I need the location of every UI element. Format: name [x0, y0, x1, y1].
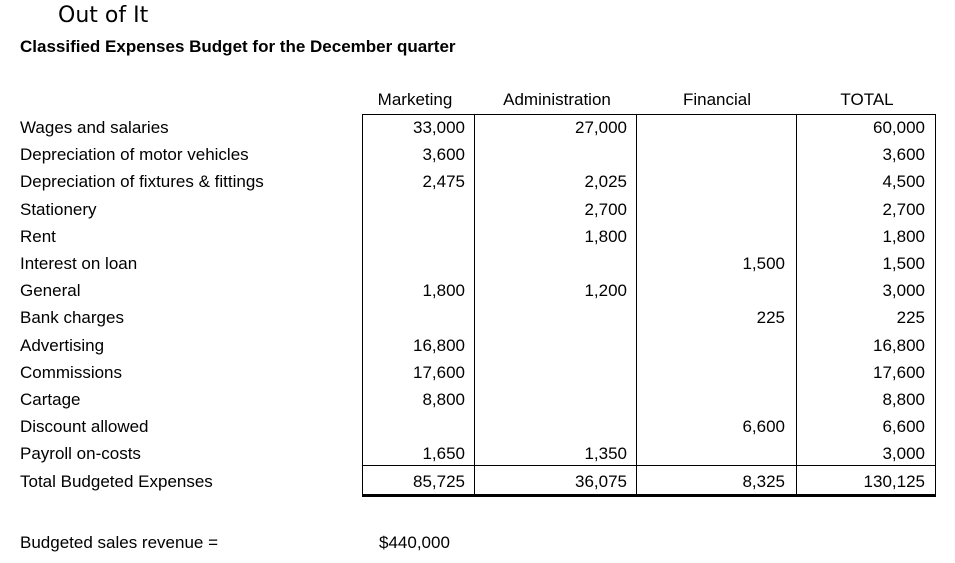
row-label: Rent — [20, 227, 56, 246]
row-value-total: 3,000 — [882, 444, 925, 463]
row-value-marketing: 3,600 — [422, 145, 465, 164]
totals-marketing: 85,725 — [413, 472, 465, 491]
row-label: Payroll on-costs — [20, 444, 141, 463]
column-box-marketing — [362, 114, 475, 496]
row-value-total: 2,700 — [882, 200, 925, 219]
row-value-total: 4,500 — [882, 172, 925, 191]
row-label: General — [20, 281, 81, 300]
row-label: Depreciation of motor vehicles — [20, 145, 249, 164]
row-value-total: 3,000 — [882, 281, 925, 300]
row-value-total: 60,000 — [873, 118, 925, 137]
row-value-total: 225 — [896, 308, 925, 327]
row-value-marketing: 16,800 — [413, 336, 465, 355]
column-header-administration: Administration — [503, 90, 611, 109]
row-label: Commissions — [20, 363, 123, 382]
row-value-financial: 1,500 — [742, 254, 785, 273]
row-value-total: 16,800 — [873, 336, 925, 355]
row-value-total: 17,600 — [873, 363, 925, 382]
row-value-marketing: 1,650 — [422, 444, 465, 463]
row-label: Advertising — [20, 336, 105, 355]
row-value-marketing: 2,475 — [422, 172, 465, 191]
row-label: Interest on loan — [20, 254, 138, 273]
row-value-administration: 2,025 — [584, 172, 627, 191]
row-value-total: 3,600 — [882, 145, 925, 164]
column-header-financial: Financial — [682, 90, 752, 109]
row-value-administration: 1,350 — [584, 444, 627, 463]
row-value-marketing: 1,800 — [422, 281, 465, 300]
revenue-label: Budgeted sales revenue = — [20, 533, 219, 552]
row-label: Depreciation of fixtures & fittings — [20, 172, 264, 191]
row-label: Bank charges — [20, 308, 124, 327]
totals-label: Total Budgeted Expenses — [20, 472, 213, 491]
row-value-administration: 2,700 — [584, 200, 627, 219]
row-label: Stationery — [20, 200, 97, 219]
row-value-total: 6,600 — [882, 417, 925, 436]
row-value-marketing: 17,600 — [413, 363, 465, 382]
column-box-administration — [475, 114, 637, 496]
column-header-total: TOTAL — [840, 90, 894, 109]
row-value-total: 1,500 — [882, 254, 925, 273]
totals-top-rule — [362, 465, 936, 466]
row-value-administration: 27,000 — [575, 118, 627, 137]
totals-bottom-rule — [362, 494, 936, 497]
row-label: Wages and salaries — [20, 118, 169, 137]
row-label: Discount allowed — [20, 417, 149, 436]
report-title: Out of It — [58, 3, 149, 28]
row-value-total: 8,800 — [882, 390, 925, 409]
report-subtitle: Classified Expenses Budget for the Decem… — [20, 37, 456, 56]
row-value-financial: 6,600 — [742, 417, 785, 436]
row-label: Cartage — [20, 390, 81, 409]
column-box-total — [797, 114, 936, 496]
revenue-value: $440,000 — [379, 533, 450, 552]
row-value-marketing: 8,800 — [422, 390, 465, 409]
column-header-marketing: Marketing — [377, 90, 453, 109]
totals-total: 130,125 — [863, 472, 925, 491]
totals-financial: 8,325 — [742, 472, 785, 491]
row-value-administration: 1,200 — [584, 281, 627, 300]
totals-administration: 36,075 — [575, 472, 627, 491]
column-box-financial — [637, 114, 797, 496]
row-value-marketing: 33,000 — [413, 118, 465, 137]
row-value-administration: 1,800 — [584, 227, 627, 246]
row-value-total: 1,800 — [882, 227, 925, 246]
row-value-financial: 225 — [756, 308, 785, 327]
